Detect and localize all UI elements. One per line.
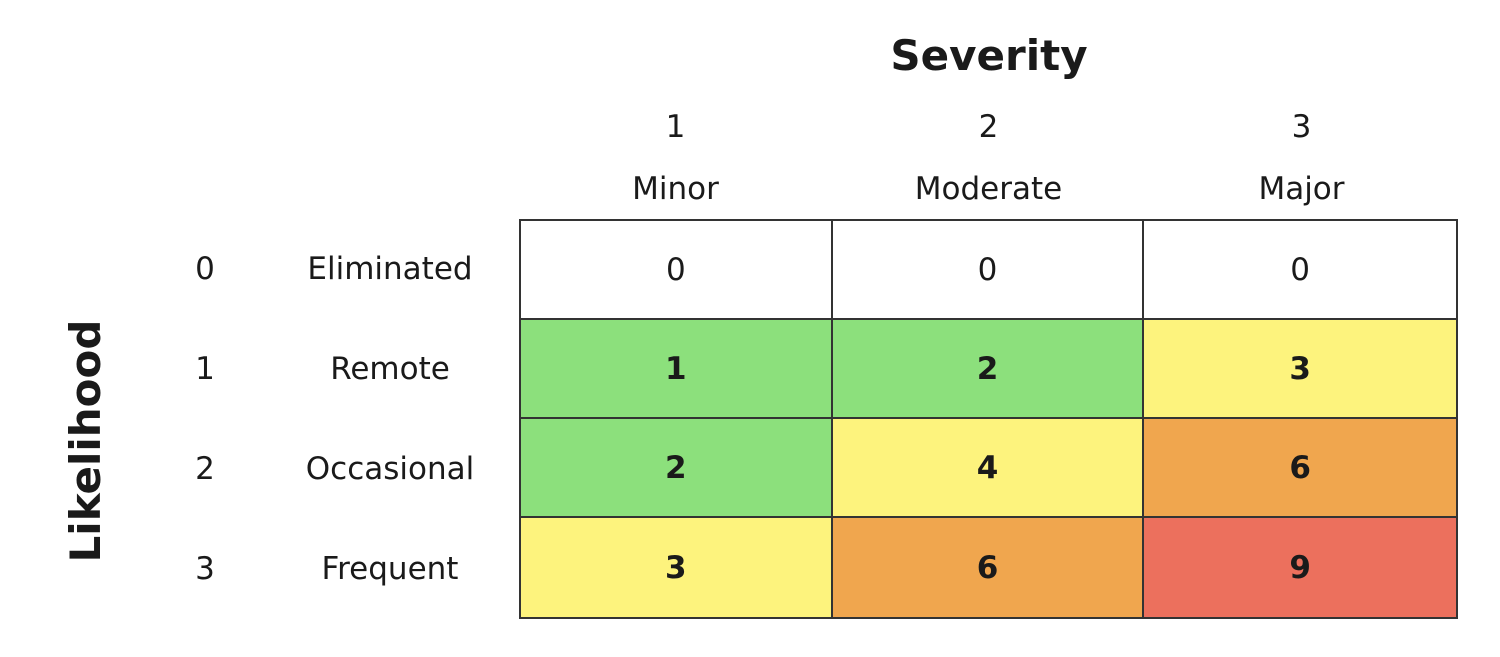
likelihood-axis-title: Likelihood (61, 319, 110, 563)
severity-label-moderate: Moderate (914, 171, 1063, 207)
likelihood-label-eliminated: Eliminated (307, 251, 473, 287)
likelihood-number-3: 3 (195, 551, 215, 587)
risk-cell-r2-c1: 4 (832, 419, 1145, 518)
severity-label-minor: Minor (632, 171, 719, 207)
risk-cell-r3-c1: 6 (832, 518, 1145, 617)
severity-number-1: 1 (665, 109, 686, 145)
risk-cell-r0-c1: 0 (832, 221, 1145, 320)
risk-cell-r2-c0: 2 (521, 419, 833, 518)
risk-cell-r2-c2: 6 (1144, 419, 1456, 518)
risk-cell-r0-c2: 0 (1144, 221, 1456, 320)
risk-cell-r0-c0: 0 (521, 221, 833, 320)
likelihood-number-1: 1 (195, 351, 215, 387)
likelihood-label-occasional: Occasional (305, 451, 475, 487)
severity-label-major: Major (1258, 171, 1345, 207)
severity-number-3: 3 (1291, 109, 1312, 145)
likelihood-label-frequent: Frequent (321, 551, 459, 587)
risk-cell-r3-c2: 9 (1144, 518, 1456, 617)
likelihood-number-0: 0 (195, 251, 215, 287)
risk-cell-r3-c0: 3 (521, 518, 833, 617)
risk-cell-r1-c1: 2 (832, 320, 1145, 419)
risk-cell-r1-c2: 3 (1144, 320, 1456, 419)
likelihood-number-2: 2 (195, 451, 215, 487)
risk-cell-r1-c0: 1 (521, 320, 833, 419)
severity-number-2: 2 (978, 109, 999, 145)
severity-axis-title: Severity (890, 31, 1088, 80)
likelihood-label-remote: Remote (330, 351, 450, 387)
